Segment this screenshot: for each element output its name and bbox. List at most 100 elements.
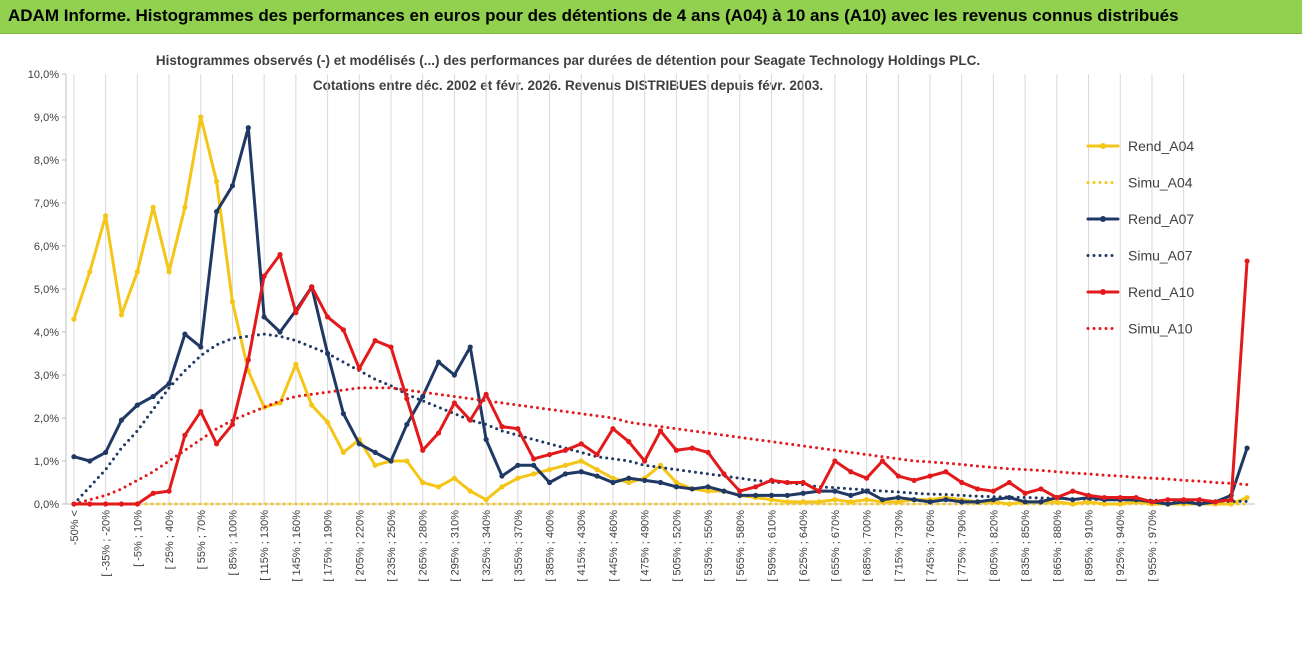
- data-point: [134, 402, 140, 408]
- report-banner: ADAM Informe. Histogrammes des performan…: [0, 0, 1302, 34]
- data-point: [214, 178, 220, 185]
- data-point: [182, 432, 188, 438]
- data-point: [562, 471, 568, 477]
- data-point: [198, 114, 204, 120]
- chart-title-line2: Cotations entre déc. 2002 et févr. 2026.…: [313, 78, 823, 93]
- data-point: [87, 501, 93, 507]
- data-point: [768, 477, 775, 483]
- data-point: [1212, 499, 1218, 505]
- data-point: [594, 467, 600, 473]
- data-point: [214, 209, 220, 215]
- data-point: [578, 458, 584, 464]
- data-point: [1070, 488, 1076, 494]
- chart-legend: Rend_A04 Simu_A04 Rend_A07 Simu_A07 Rend_A10…: [1086, 138, 1194, 337]
- data-point: [420, 479, 426, 486]
- x-tick-label: [ 655% ; 670%: [830, 510, 842, 582]
- data-point: [990, 497, 997, 503]
- data-point: [848, 499, 854, 505]
- data-point: [642, 458, 648, 464]
- data-point: [927, 473, 933, 479]
- data-point: [1038, 486, 1044, 492]
- data-point: [118, 312, 125, 318]
- x-tick-label: [ 145% ; 160%: [291, 510, 303, 582]
- x-tick-label: [ 805% ; 820%: [988, 510, 1000, 582]
- data-point: [753, 492, 759, 498]
- x-tick-label: [ 355% ; 370%: [513, 510, 525, 582]
- data-point: [1022, 490, 1028, 496]
- data-point: [927, 499, 933, 505]
- x-tick-label: [ 595% ; 610%: [766, 510, 778, 582]
- data-point: [1038, 499, 1044, 505]
- data-point: [103, 449, 109, 455]
- data-point: [626, 475, 632, 481]
- data-point: [229, 183, 236, 189]
- data-point: [1006, 494, 1012, 501]
- y-axis: 0,0% 1,0% 2,0% 3,0% 4,0% 5,0% 6,0% 7,0% 8,0% 9,0%…: [28, 69, 67, 511]
- data-point: [277, 329, 283, 335]
- data-point: [372, 338, 378, 344]
- legend-label: Simu_A07: [1128, 248, 1193, 264]
- data-point: [578, 469, 584, 475]
- data-point: [71, 316, 77, 322]
- data-point: [1006, 479, 1012, 486]
- data-point: [467, 417, 473, 423]
- x-tick-label: [ 685% ; 700%: [862, 510, 874, 582]
- data-point: [705, 488, 711, 494]
- data-point: [340, 449, 347, 455]
- legend-label: Rend_A04: [1128, 138, 1194, 154]
- data-point: [1244, 258, 1250, 264]
- data-point: [103, 213, 109, 219]
- chart-gridlines: [73, 74, 1185, 504]
- data-point: [71, 454, 77, 460]
- data-point: [483, 497, 489, 503]
- data-point: [895, 473, 901, 479]
- legend-marker: [1100, 216, 1106, 222]
- data-point: [832, 497, 838, 503]
- performance-histogram-chart: Histogrammes observés (-) et modélisés (…: [0, 34, 1302, 647]
- legend-marker: [1100, 289, 1106, 295]
- data-point: [705, 484, 711, 490]
- data-point: [229, 421, 236, 428]
- legend-label: Rend_A07: [1128, 211, 1194, 227]
- x-tick-label: [ 715% ; 730%: [893, 510, 905, 582]
- data-point: [166, 381, 172, 387]
- data-point: [1165, 501, 1171, 507]
- y-tick-label: 9,0%: [34, 112, 59, 124]
- x-tick-label: [ 205% ; 220%: [354, 510, 366, 582]
- data-point: [198, 344, 204, 350]
- data-point: [626, 479, 632, 486]
- x-tick-label: [ 325% ; 340%: [481, 510, 493, 582]
- data-point: [689, 486, 695, 492]
- data-point: [990, 488, 997, 494]
- data-point: [816, 488, 822, 494]
- data-point: [515, 475, 521, 481]
- x-tick-label: [ 385% ; 400%: [545, 510, 557, 582]
- data-point: [610, 475, 616, 481]
- data-point: [943, 469, 949, 475]
- data-point: [546, 451, 553, 458]
- data-point: [1244, 494, 1250, 501]
- data-point: [800, 490, 806, 496]
- x-tick-label: [ 835% ; 850%: [1020, 510, 1032, 582]
- x-tick-label: [ 235% ; 250%: [386, 510, 398, 582]
- data-point: [1054, 494, 1060, 501]
- data-point: [721, 488, 727, 494]
- y-tick-label: 10,0%: [28, 69, 59, 81]
- data-point: [832, 488, 838, 494]
- data-point: [784, 479, 790, 486]
- data-point: [356, 365, 362, 372]
- series-line-simu-a10: [72, 386, 1249, 506]
- data-point: [1196, 497, 1203, 503]
- data-point: [420, 447, 426, 453]
- legend-label: Rend_A10: [1128, 284, 1194, 300]
- y-tick-label: 1,0%: [34, 456, 59, 468]
- data-point: [800, 479, 806, 486]
- data-point: [546, 467, 553, 473]
- data-point: [1149, 499, 1155, 505]
- x-tick-label: [ 25% ; 40%: [164, 510, 176, 570]
- x-tick-label: -50% <: [69, 510, 81, 545]
- data-point: [340, 411, 347, 417]
- y-tick-label: 6,0%: [34, 241, 59, 253]
- legend-label: Simu_A04: [1128, 175, 1193, 191]
- data-point: [911, 477, 917, 483]
